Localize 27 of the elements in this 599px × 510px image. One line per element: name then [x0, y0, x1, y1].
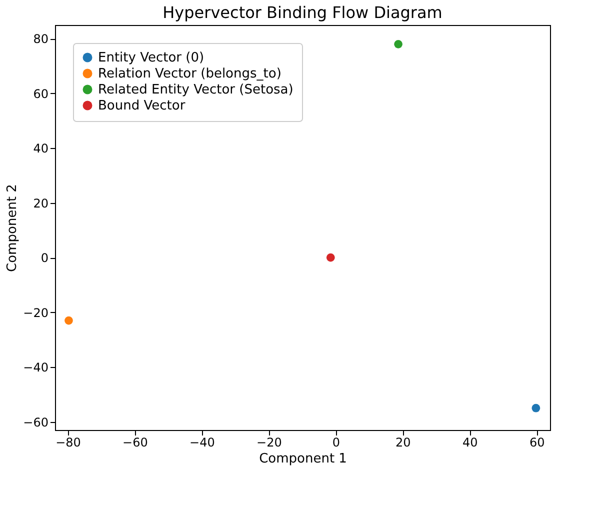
x-tick-label: −80 — [56, 436, 81, 450]
y-tick-label: 20 — [33, 196, 48, 210]
legend-label: Entity Vector (0) — [98, 50, 204, 66]
y-tick-label: −40 — [23, 360, 48, 375]
legend-label: Relation Vector (belongs_to) — [98, 66, 282, 82]
legend-label: Bound Vector — [98, 98, 186, 114]
x-tick-label: −20 — [256, 436, 282, 450]
y-tick-label: 0 — [40, 251, 48, 266]
y-tick-label: 80 — [33, 32, 48, 46]
y-axis-title: Component 2 — [5, 184, 20, 272]
y-tick-label: −60 — [23, 415, 48, 430]
x-tick-label: −60 — [122, 436, 148, 450]
point — [64, 316, 73, 325]
x-tick-label: 0 — [332, 436, 340, 450]
y-tick-label: −20 — [23, 306, 48, 320]
y-tick-label: 60 — [33, 86, 48, 101]
chart-title: Hypervector Binding Flow Diagram — [162, 3, 442, 22]
point — [532, 404, 540, 412]
y-tick-label: 40 — [33, 142, 48, 156]
point — [394, 40, 402, 48]
x-tick-label: 20 — [396, 436, 411, 450]
x-tick-label: 60 — [529, 436, 545, 450]
legend-label: Related Entity Vector (Setosa) — [98, 82, 294, 98]
point — [326, 253, 335, 262]
x-axis-title: Component 1 — [259, 452, 347, 466]
x-tick-label: −40 — [190, 436, 215, 450]
x-tick-label: 40 — [462, 436, 478, 450]
